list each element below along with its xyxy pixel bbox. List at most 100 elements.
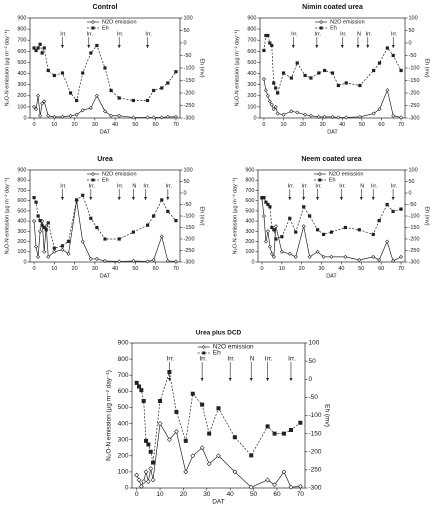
- y2-tick-label: -300: [309, 485, 322, 492]
- eh-marker: [281, 71, 286, 75]
- n2o-marker: [151, 115, 156, 120]
- y-tick-label: 400: [17, 71, 26, 77]
- annotation-arrowhead: [315, 45, 319, 48]
- eh-marker: [274, 86, 278, 90]
- y-tick-label: 900: [17, 15, 26, 21]
- n2o-marker: [151, 257, 156, 262]
- n2o-marker: [173, 259, 178, 264]
- annotation-arrowhead: [291, 45, 295, 48]
- n2o-marker: [32, 219, 37, 224]
- chart-title: Urea plus DCD: [196, 330, 242, 337]
- y2-tick-label: -300: [409, 115, 420, 121]
- plot-frame: [259, 17, 406, 119]
- x-tick-label: 30: [92, 266, 98, 272]
- eh-marker: [295, 61, 299, 65]
- chart-title: Neem coated urea: [301, 156, 361, 163]
- y-tick-label: 0: [23, 115, 26, 121]
- eh-marker: [260, 196, 264, 200]
- y-tick-label: 500: [118, 404, 129, 411]
- y-axis-label: N₂O-N emission (µg m⁻² day⁻¹): [232, 177, 238, 254]
- eh-marker: [52, 73, 56, 78]
- eh-marker: [268, 41, 272, 45]
- eh-marker: [372, 68, 376, 73]
- annotation-arrowhead: [371, 197, 375, 200]
- y-tick-label: 400: [17, 219, 26, 225]
- y2-tick-label: -150: [184, 225, 195, 231]
- eh-marker: [42, 46, 46, 50]
- annotation-label: Irr.: [117, 31, 124, 37]
- y-tick-label: 500: [17, 208, 26, 214]
- n2o-marker: [60, 114, 65, 119]
- y2-tick-label: -100: [309, 412, 322, 419]
- x-tick-label: 30: [320, 122, 326, 128]
- y-tick-label: 600: [245, 198, 254, 204]
- n2o-marker: [357, 114, 362, 119]
- y2-tick-label: -100: [409, 213, 420, 219]
- eh-marker: [302, 205, 306, 209]
- eh-marker: [309, 76, 313, 80]
- annotation-label: Irr.: [145, 31, 152, 37]
- eh-marker: [40, 223, 44, 227]
- n2o-marker: [68, 113, 73, 118]
- n2o-marker: [102, 258, 108, 264]
- n2o-marker: [206, 461, 212, 467]
- n2o-marker: [94, 93, 99, 98]
- n2o-marker: [281, 112, 286, 117]
- annotation-label: Irr.: [288, 356, 296, 363]
- eh-marker: [34, 48, 38, 53]
- n2o-marker: [117, 113, 122, 118]
- eh-marker: [151, 460, 156, 465]
- n2o-marker: [150, 477, 156, 483]
- n2o-marker: [145, 115, 150, 120]
- eh-marker: [32, 196, 36, 200]
- n2o-marker: [271, 254, 276, 259]
- eh-marker: [95, 225, 99, 230]
- annotation-arrowhead: [166, 197, 170, 200]
- y2-tick-label: -50: [309, 394, 319, 401]
- annotation-arrowhead: [60, 45, 64, 48]
- eh-marker: [281, 431, 286, 436]
- legend-label: Eh: [102, 25, 109, 31]
- x-tick-label: 40: [227, 491, 235, 498]
- y-tick-label: 400: [245, 219, 254, 225]
- y2-tick-label: -150: [409, 78, 420, 84]
- annotation-arrowhead: [340, 45, 344, 48]
- eh-marker: [274, 237, 278, 241]
- eh-marker: [336, 83, 340, 88]
- eh-marker: [272, 228, 276, 232]
- x-tick-label: 70: [398, 122, 404, 128]
- y-tick-label: 300: [247, 82, 256, 88]
- n2o-marker: [80, 239, 85, 244]
- n2o-marker: [166, 437, 172, 443]
- eh-marker: [249, 453, 254, 458]
- legend-marker: [90, 171, 96, 177]
- y2-tick-label: 50: [184, 179, 190, 185]
- eh-marker: [174, 70, 178, 74]
- annotation-label: Irr.: [60, 31, 67, 37]
- y2-tick-label: 0: [184, 190, 187, 196]
- eh-marker: [216, 406, 221, 411]
- eh-marker: [270, 43, 274, 48]
- x-tick-label: 30: [319, 266, 325, 272]
- eh-marker: [117, 237, 121, 241]
- eh-marker: [399, 207, 403, 211]
- y-axis-label: N₂O-N emission (µg m⁻² day⁻¹): [106, 370, 113, 461]
- n2o-marker: [165, 114, 170, 119]
- x-tick-label: 50: [359, 122, 365, 128]
- n2o-marker: [293, 254, 298, 259]
- chart-title: Urea: [97, 156, 113, 163]
- n2o-marker: [301, 224, 306, 229]
- n2o-marker: [216, 453, 221, 459]
- y-tick-label: 700: [17, 188, 26, 194]
- eh-marker: [81, 71, 85, 75]
- y-tick-label: 500: [245, 208, 254, 214]
- y-tick-label: 200: [247, 93, 256, 99]
- y2-tick-label: -250: [309, 467, 322, 474]
- annotation-label: Irr.: [166, 183, 173, 189]
- annotation-label: N: [250, 356, 255, 363]
- eh-marker: [44, 228, 48, 232]
- n2o-marker: [173, 429, 179, 435]
- n2o-marker: [159, 234, 164, 239]
- n2o-marker: [269, 251, 274, 256]
